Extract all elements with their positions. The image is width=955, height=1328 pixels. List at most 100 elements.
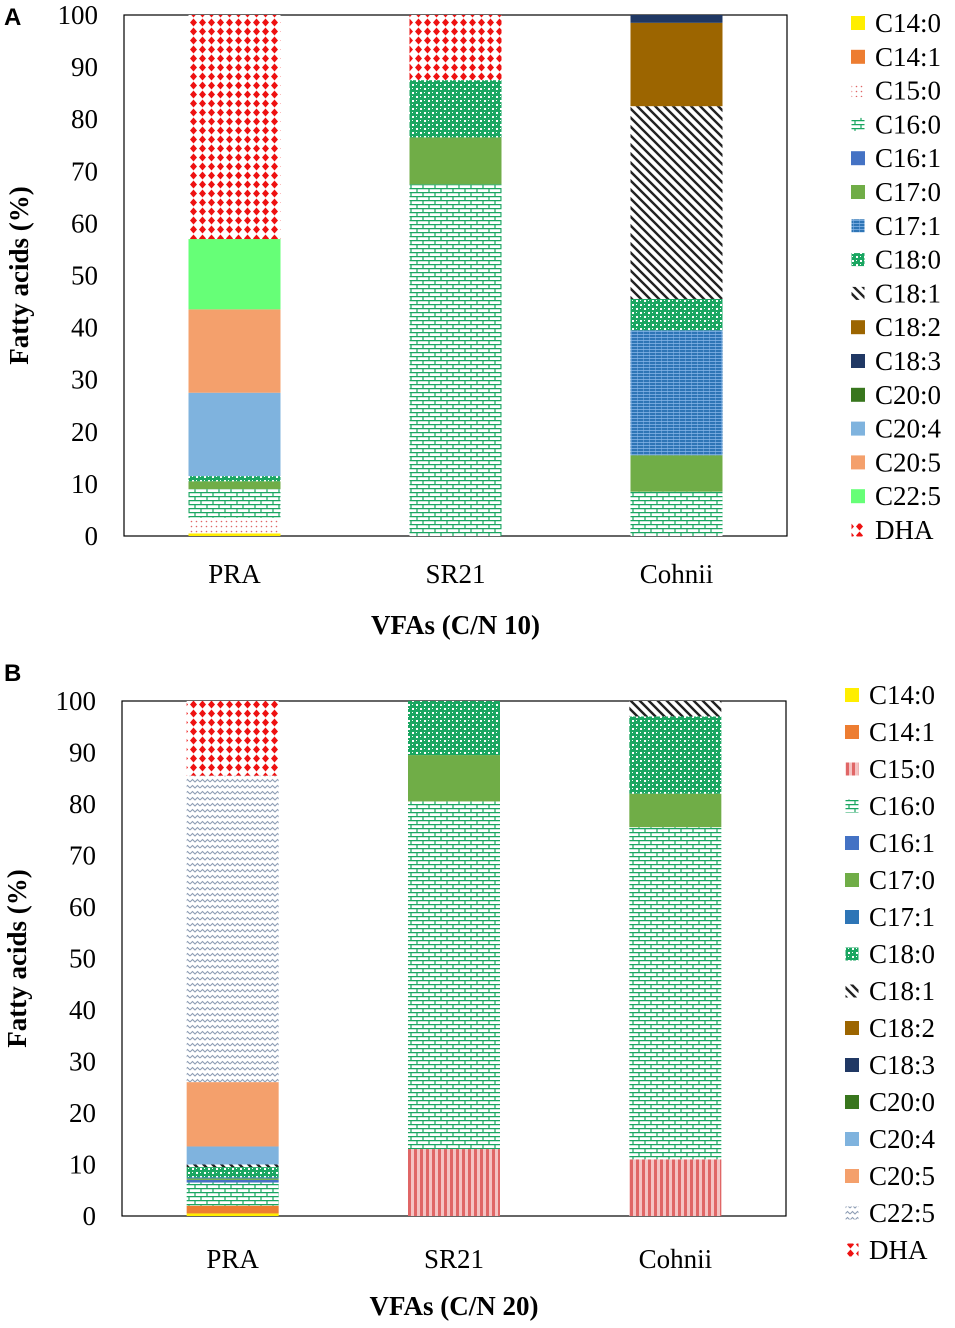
y-tick-label: 20	[69, 1098, 96, 1128]
bar-segment-sr21-c15-0	[408, 1149, 500, 1216]
bar-segment-cohnii-c18-1	[629, 701, 722, 717]
y-axis-title: Fatty acids (%)	[4, 186, 34, 364]
legend-label: C14:1	[875, 42, 941, 72]
y-tick-label: 30	[71, 365, 98, 395]
bar-segment-pra-c20-5	[186, 1082, 279, 1147]
legend-label: C20:5	[875, 447, 941, 477]
legend-swatch	[845, 1169, 859, 1183]
panel-letter: B	[4, 660, 22, 687]
y-tick-label: 70	[69, 841, 96, 871]
x-category-label: PRA	[206, 1244, 259, 1274]
legend-label: C20:0	[875, 380, 941, 410]
x-category-label: SR21	[425, 559, 485, 589]
legend-label: C16:0	[869, 791, 935, 821]
bar-segment-cohnii-c17-0	[629, 793, 722, 828]
bar-segment-cohnii-c16-0	[630, 491, 723, 536]
legend-label: C17:1	[875, 211, 941, 241]
legend-swatch	[851, 185, 865, 199]
bar-segment-sr21-dha	[409, 15, 502, 81]
legend-label: C17:1	[869, 902, 935, 932]
legend-label: C18:3	[875, 346, 941, 376]
legend-swatch	[851, 455, 865, 470]
legend-label: C15:0	[875, 76, 941, 106]
bar-segment-pra-c14-0	[186, 1213, 279, 1216]
legend-swatch	[850, 522, 866, 538]
legend-label: C18:1	[875, 278, 941, 308]
bar-segment-cohnii-c18-0	[630, 298, 723, 331]
y-tick-label: 50	[71, 261, 98, 291]
y-tick-label: 100	[58, 0, 99, 30]
y-tick-label: 80	[69, 789, 96, 819]
y-tick-label: 60	[69, 892, 96, 922]
legend-label: C14:0	[875, 8, 941, 38]
bar-segment-sr21-c17-0	[409, 137, 502, 185]
y-tick-label: 0	[85, 521, 99, 551]
y-tick-label: 70	[71, 156, 98, 186]
legend-label: C18:2	[875, 312, 941, 342]
y-tick-label: 90	[69, 738, 96, 768]
y-tick-label: 20	[71, 417, 98, 447]
legend-swatch	[844, 946, 860, 962]
legend-swatch	[850, 83, 866, 99]
chart-panel-b: B 0 10 20 30 40 50 60 70 80 90 100 Fatty acids (%) P…	[0, 660, 955, 1328]
legend-label: C14:1	[869, 717, 935, 747]
bar-segment-cohnii-c16-0	[629, 827, 722, 1160]
legend-label: C18:1	[869, 976, 935, 1006]
bar-segment-pra-c14-0	[188, 533, 281, 536]
bar-segment-sr21-c16-0	[408, 801, 500, 1150]
legend-label: C14:0	[869, 680, 935, 710]
bar-segment-pra-c20-4	[186, 1146, 279, 1165]
legend-swatch	[851, 421, 865, 436]
y-tick-label: 10	[71, 469, 98, 499]
bar-segment-pra-c18-1	[186, 1164, 279, 1168]
legend-label: C18:0	[869, 939, 935, 969]
y-tick-label: 0	[83, 1201, 97, 1231]
legend-label: C16:0	[875, 109, 941, 139]
legend-swatch	[845, 1132, 859, 1146]
bar-segment-pra-c20-5	[188, 309, 281, 393]
legend-label: C16:1	[869, 828, 935, 858]
legend-label: C20:0	[869, 1087, 935, 1117]
bar-segment-cohnii-c18-3	[630, 15, 723, 23]
legend-swatch	[851, 151, 865, 166]
legend-swatch	[845, 688, 859, 702]
legend-swatch	[845, 1058, 859, 1072]
legend-swatch	[844, 1205, 860, 1221]
legend-swatch	[845, 1021, 859, 1035]
y-tick-label: 10	[69, 1150, 96, 1180]
bar-segment-pra-c15-0	[188, 517, 281, 534]
legend-label: C20:4	[875, 414, 942, 444]
legend-label: C18:0	[875, 245, 941, 275]
legend-swatch	[850, 252, 866, 268]
bar-segment-pra-c17-0	[188, 481, 281, 490]
bar-segment-pra-c17-0	[186, 1178, 279, 1180]
bar-segment-pra-c16-0	[186, 1182, 279, 1206]
x-axis-title: VFAs (C/N 10)	[371, 610, 540, 640]
bar-segment-cohnii-c18-2	[630, 22, 723, 107]
stacked-bar-chart: 0 10 20 30 40 50 60 70 80 90 100 Fatty acids (%) PRA…	[4, 0, 942, 640]
bar-segment-pra-dha	[188, 15, 281, 240]
bar-segment-pra-c16-0	[188, 489, 281, 518]
legend-label: C16:1	[875, 143, 941, 173]
bar-segment-sr21-c16-0	[409, 184, 502, 536]
legend-swatch	[845, 873, 859, 887]
y-tick-label: 80	[71, 104, 98, 134]
legend-label: C17:0	[875, 177, 941, 207]
bar-segment-pra-c17-1	[186, 1177, 279, 1179]
bar-segment-cohnii-c17-0	[630, 455, 723, 492]
legend-swatch	[851, 387, 865, 402]
legend-label: C15:0	[869, 754, 935, 784]
bar-segment-pra-c22-5	[188, 239, 281, 310]
bar-segment-pra-c18-0	[188, 476, 281, 482]
bar-segment-pra-c14-1	[186, 1205, 279, 1214]
legend-label: C20:4	[869, 1124, 936, 1154]
y-axis-title: Fatty acids (%)	[2, 869, 32, 1047]
bar-segment-cohnii-c15-0	[629, 1159, 722, 1216]
legend-swatch	[851, 489, 865, 504]
legend-swatch	[850, 116, 866, 132]
legend-swatch	[850, 285, 866, 301]
bar-segment-sr21-c17-0	[408, 755, 500, 802]
x-category-label: SR21	[424, 1244, 484, 1274]
bar-segment-sr21-c18-0	[408, 701, 500, 756]
bar-segment-pra-c22-5	[186, 775, 279, 1083]
